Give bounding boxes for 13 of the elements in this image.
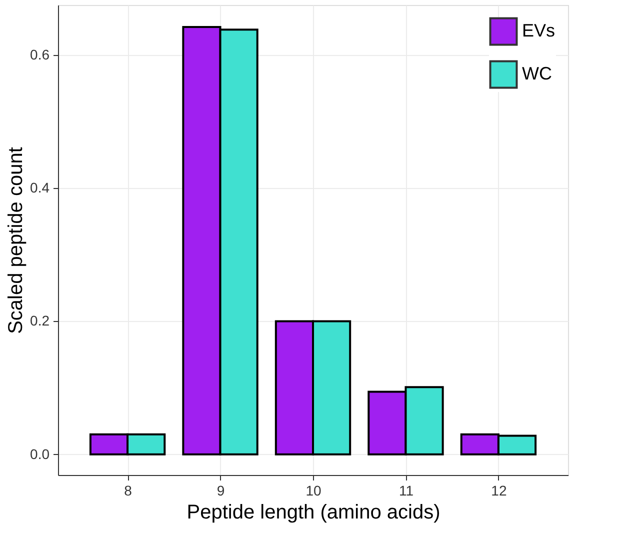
y-tick-label: 0.6 <box>30 46 50 62</box>
x-tick-label: 11 <box>398 482 414 498</box>
y-tick-label: 0.4 <box>30 180 50 196</box>
y-tick-label: 0.2 <box>30 312 50 329</box>
x-tick-label: 12 <box>491 482 507 498</box>
x-axis-title: Peptide length (amino acids) <box>186 502 440 524</box>
x-tick-label: 9 <box>216 482 225 498</box>
y-axis-title: Scaled peptide count <box>5 146 28 334</box>
legend-label: WC <box>522 64 552 84</box>
x-tick-label: 8 <box>124 482 132 498</box>
y-tick-label: 0.0 <box>30 446 50 462</box>
x-tick-label: 10 <box>306 482 322 498</box>
legend-label: EVs <box>522 20 556 40</box>
